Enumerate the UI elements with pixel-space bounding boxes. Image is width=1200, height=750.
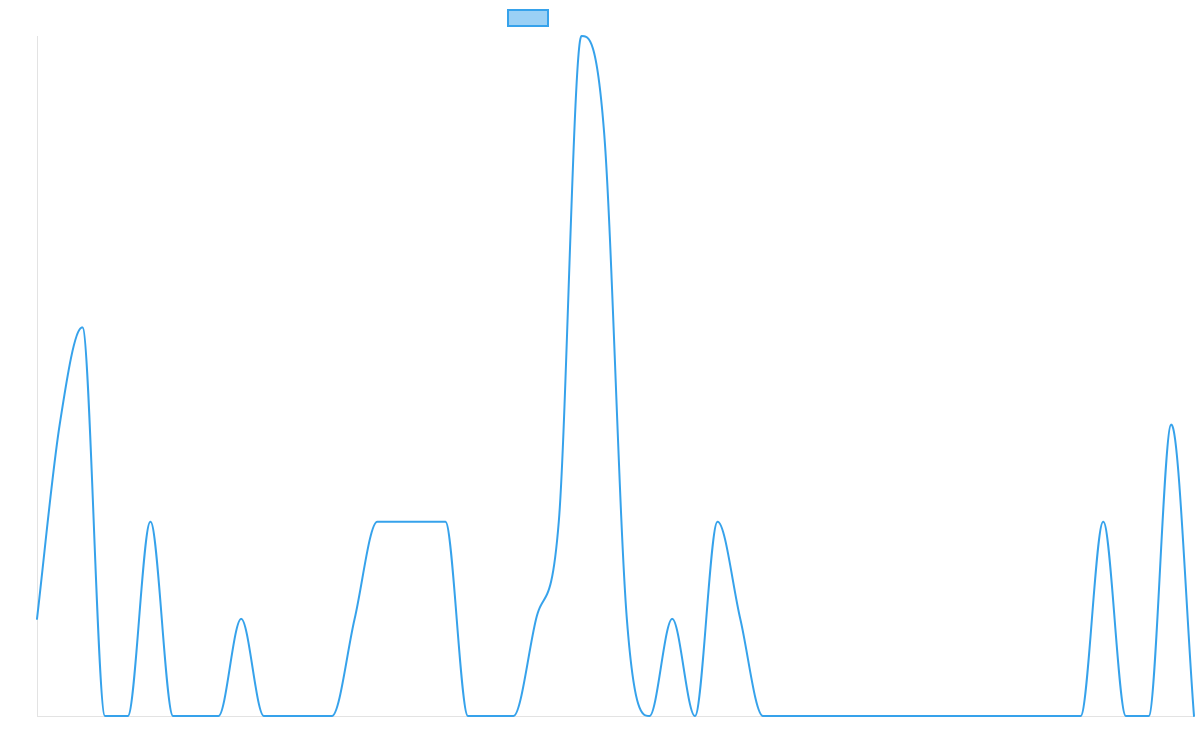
data-point-12[interactable] xyxy=(305,712,313,720)
data-point-4[interactable] xyxy=(124,712,132,720)
data-point-50[interactable] xyxy=(1167,421,1175,429)
data-point-8[interactable] xyxy=(214,712,222,720)
data-point-32[interactable] xyxy=(759,712,767,720)
data-point-21[interactable] xyxy=(509,712,517,720)
data-point-25[interactable] xyxy=(600,129,608,137)
data-point-38[interactable] xyxy=(895,712,903,720)
data-point-39[interactable] xyxy=(918,712,926,720)
data-point-13[interactable] xyxy=(328,712,336,720)
data-point-17[interactable] xyxy=(419,518,427,526)
data-point-44[interactable] xyxy=(1031,712,1039,720)
data-point-23[interactable] xyxy=(555,518,563,526)
data-point-10[interactable] xyxy=(260,712,268,720)
data-point-45[interactable] xyxy=(1054,712,1062,720)
legend[interactable] xyxy=(507,9,549,27)
data-point-47[interactable] xyxy=(1099,518,1107,526)
data-point-29[interactable] xyxy=(691,712,699,720)
data-point-6[interactable] xyxy=(169,712,177,720)
data-point-18[interactable] xyxy=(441,518,449,526)
data-point-15[interactable] xyxy=(373,518,381,526)
data-point-36[interactable] xyxy=(850,712,858,720)
data-point-41[interactable] xyxy=(963,712,971,720)
data-point-11[interactable] xyxy=(283,712,291,720)
data-point-2[interactable] xyxy=(78,323,86,331)
data-point-3[interactable] xyxy=(101,712,109,720)
data-point-7[interactable] xyxy=(192,712,200,720)
data-point-37[interactable] xyxy=(872,712,880,720)
data-point-46[interactable] xyxy=(1077,712,1085,720)
series-line-0 xyxy=(36,35,1195,717)
data-point-19[interactable] xyxy=(464,712,472,720)
data-point-9[interactable] xyxy=(237,615,245,623)
data-point-14[interactable] xyxy=(351,615,359,623)
data-point-48[interactable] xyxy=(1122,712,1130,720)
data-point-5[interactable] xyxy=(146,518,154,526)
data-point-28[interactable] xyxy=(668,615,676,623)
legend-swatch[interactable] xyxy=(507,9,549,27)
data-point-31[interactable] xyxy=(736,615,744,623)
data-point-0[interactable] xyxy=(33,615,41,623)
data-point-43[interactable] xyxy=(1009,712,1017,720)
data-point-33[interactable] xyxy=(782,712,790,720)
data-point-35[interactable] xyxy=(827,712,835,720)
data-point-49[interactable] xyxy=(1145,712,1153,720)
data-point-1[interactable] xyxy=(56,421,64,429)
data-point-51[interactable] xyxy=(1190,712,1198,720)
data-point-40[interactable] xyxy=(940,712,948,720)
data-point-20[interactable] xyxy=(487,712,495,720)
data-point-26[interactable] xyxy=(623,615,631,623)
data-point-34[interactable] xyxy=(804,712,812,720)
data-point-24[interactable] xyxy=(577,32,585,40)
data-point-30[interactable] xyxy=(714,518,722,526)
data-point-22[interactable] xyxy=(532,615,540,623)
data-point-42[interactable] xyxy=(986,712,994,720)
data-point-16[interactable] xyxy=(396,518,404,526)
data-point-27[interactable] xyxy=(646,712,654,720)
